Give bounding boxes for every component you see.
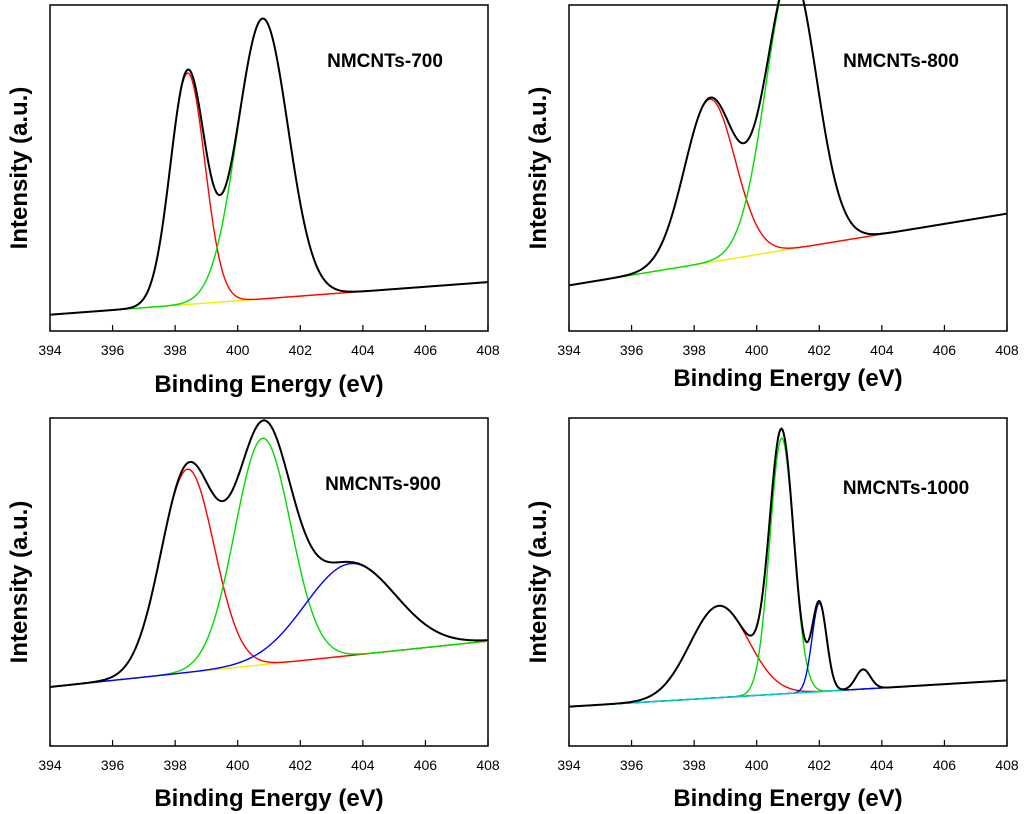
x-tick-label: 402 bbox=[808, 342, 832, 358]
chart-panel-nmcnts-900: NMCNTs-900 Binding Energy (eV) Intensity… bbox=[6, 417, 500, 812]
x-tick-label: 408 bbox=[476, 757, 500, 773]
x-tick-label: 408 bbox=[995, 757, 1019, 773]
panel-title: NMCNTs-1000 bbox=[843, 478, 969, 499]
y-axis-title: Intensity (a.u.) bbox=[6, 87, 33, 250]
plot-frame bbox=[568, 417, 1008, 747]
component-peak-peak-402.0 bbox=[568, 602, 1008, 708]
x-tick-label: 394 bbox=[557, 757, 581, 773]
y-axis-title: Intensity (a.u.) bbox=[525, 87, 552, 250]
x-tick-label: 404 bbox=[870, 342, 894, 358]
component-peak-peak-403.6 bbox=[49, 562, 489, 688]
x-tick-label: 394 bbox=[557, 342, 581, 358]
x-tick-label: 406 bbox=[414, 342, 438, 358]
x-tick-label: 406 bbox=[933, 757, 957, 773]
x-tick-label: 396 bbox=[101, 342, 125, 358]
x-ticks: 394 396 398 400 402 404 406 408 bbox=[557, 325, 1019, 358]
envelope-curve bbox=[49, 17, 489, 316]
x-tick-label: 400 bbox=[226, 342, 250, 358]
x-axis-title: Binding Energy (eV) bbox=[673, 785, 902, 812]
x-tick-label: 402 bbox=[289, 342, 313, 358]
x-tick-label: 398 bbox=[682, 757, 706, 773]
curves bbox=[568, 427, 1008, 708]
component-peak-peak-401.1 bbox=[568, 0, 1008, 287]
panel-title: NMCNTs-800 bbox=[843, 51, 959, 72]
component-peak-peak-398.4 bbox=[49, 72, 489, 316]
envelope-curve bbox=[568, 427, 1008, 708]
x-ticks: 394 396 398 400 402 404 406 408 bbox=[38, 740, 500, 773]
x-tick-label: 398 bbox=[163, 342, 187, 358]
panel-title: NMCNTs-900 bbox=[325, 474, 441, 495]
component-peak-peak-398.8 bbox=[568, 605, 1008, 708]
x-axis-title: Binding Energy (eV) bbox=[673, 365, 902, 392]
x-tick-label: 400 bbox=[745, 757, 769, 773]
x-tick-label: 402 bbox=[808, 757, 832, 773]
x-tick-label: 398 bbox=[163, 757, 187, 773]
component-peak-peak-398.5 bbox=[568, 98, 1008, 287]
plot-frame bbox=[49, 417, 489, 747]
x-axis-title: Binding Energy (eV) bbox=[154, 785, 383, 812]
envelope-curve bbox=[568, 0, 1008, 287]
x-tick-label: 404 bbox=[870, 757, 894, 773]
x-tick-label: 408 bbox=[476, 342, 500, 358]
y-axis-title: Intensity (a.u.) bbox=[6, 501, 33, 664]
y-axis-title: Intensity (a.u.) bbox=[525, 501, 552, 664]
plot-frame bbox=[49, 4, 489, 332]
x-tick-label: 400 bbox=[745, 342, 769, 358]
chart-panel-nmcnts-1000: NMCNTs-1000 Binding Energy (eV) Intensit… bbox=[525, 417, 1019, 812]
x-tick-label: 404 bbox=[351, 757, 375, 773]
curves bbox=[49, 17, 489, 316]
curves bbox=[49, 419, 489, 688]
x-axis-title: Binding Energy (eV) bbox=[154, 371, 383, 398]
x-tick-label: 400 bbox=[226, 757, 250, 773]
plot-frame bbox=[568, 4, 1008, 332]
x-tick-label: 402 bbox=[289, 757, 313, 773]
x-ticks: 394 396 398 400 402 404 406 408 bbox=[557, 740, 1019, 773]
x-tick-label: 398 bbox=[682, 342, 706, 358]
envelope-curve bbox=[49, 419, 489, 688]
chart-panel-nmcnts-800: NMCNTs-800 Binding Energy (eV) Intensity… bbox=[525, 0, 1019, 392]
curves bbox=[568, 0, 1008, 287]
panel-title: NMCNTs-700 bbox=[327, 51, 443, 72]
x-tick-label: 396 bbox=[101, 757, 125, 773]
component-peak-peak-398.4 bbox=[49, 468, 489, 688]
x-tick-label: 408 bbox=[995, 342, 1019, 358]
x-ticks: 394 396 398 400 402 404 406 408 bbox=[38, 325, 500, 358]
x-tick-label: 394 bbox=[38, 757, 62, 773]
x-tick-label: 406 bbox=[414, 757, 438, 773]
x-tick-label: 406 bbox=[933, 342, 957, 358]
x-tick-label: 396 bbox=[620, 342, 644, 358]
x-tick-label: 396 bbox=[620, 757, 644, 773]
chart-panel-nmcnts-700: NMCNTs-700 Binding Energy (eV) Intensity… bbox=[6, 4, 500, 398]
x-tick-label: 394 bbox=[38, 342, 62, 358]
x-tick-label: 404 bbox=[351, 342, 375, 358]
